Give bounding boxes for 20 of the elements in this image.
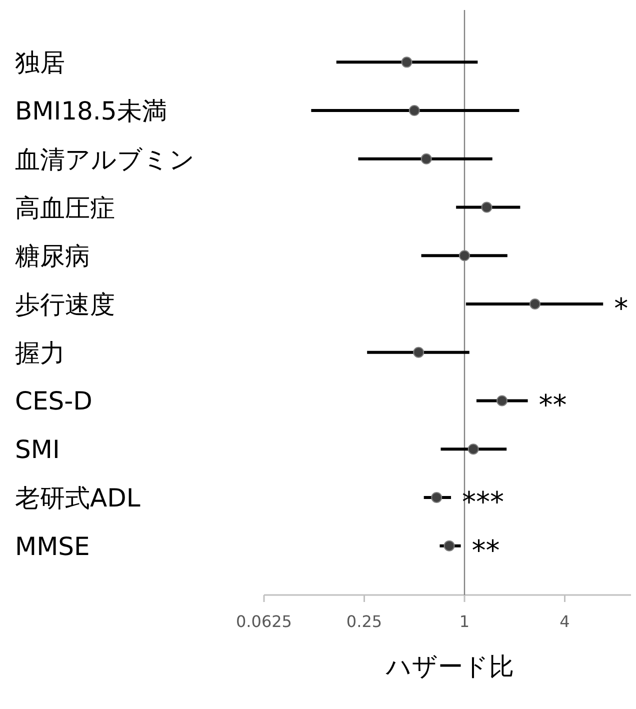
x-axis-title: ハザード比 [385, 652, 514, 681]
y-tick-label: BMI18.5未満 [15, 96, 167, 126]
x-tick-label: 4 [560, 612, 570, 631]
data-label: ** [538, 388, 567, 422]
data-label: *** [462, 485, 504, 518]
y-tick-label: 老研式ADL [15, 483, 140, 512]
y-tick-label: MMSE [15, 532, 90, 561]
y-tick-label: 歩行速度 [15, 290, 115, 319]
x-tick-label: 1 [459, 612, 470, 631]
y-tick-label: SMI [15, 435, 60, 464]
y-tick-label: 糖尿病 [15, 242, 90, 271]
y-tick-label: 高血圧症 [15, 193, 115, 222]
y-tick-label: CES-D [15, 386, 92, 416]
data-label: ** [472, 534, 500, 567]
x-tick-label: 0.0625 [236, 612, 292, 631]
y-tick-label: 独居 [15, 48, 65, 78]
y-tick-label: 血清アルブミン [15, 144, 195, 174]
x-tick-label: 0.25 [346, 612, 382, 631]
y-tick-label: 握力 [15, 338, 65, 368]
data-label: * [614, 292, 628, 325]
